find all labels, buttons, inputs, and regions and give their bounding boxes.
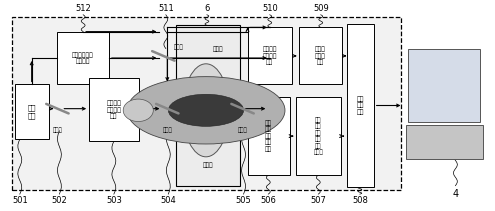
Text: 超快连续
成像空间
色散: 超快连续 成像空间 色散 [106,100,121,119]
Text: 510: 510 [262,4,278,13]
Text: 翻转镜: 翻转镜 [162,127,172,133]
FancyBboxPatch shape [296,97,341,175]
Text: 506: 506 [260,196,276,205]
FancyBboxPatch shape [15,84,49,139]
Text: 6: 6 [204,4,209,13]
Text: 507: 507 [310,196,326,205]
Text: 数字
图像
处理: 数字 图像 处理 [356,96,364,115]
Ellipse shape [123,99,153,122]
Ellipse shape [183,64,229,157]
Circle shape [127,77,285,144]
FancyBboxPatch shape [89,78,139,141]
FancyBboxPatch shape [12,17,401,190]
FancyBboxPatch shape [408,49,480,122]
Text: 超快
连续
成像
空间
色散: 超快 连续 成像 空间 色散 [265,120,272,152]
Text: 超快
连续
成像
时间
色散
及接收: 超快 连续 成像 时间 色散 及接收 [313,117,323,155]
Text: 飞秒
脉冲: 飞秒 脉冲 [27,105,36,119]
Text: 503: 503 [106,196,122,205]
Text: 501: 501 [12,196,28,205]
Text: 512: 512 [75,4,91,13]
Text: 视神经: 视神经 [202,162,213,168]
Text: 509: 509 [313,4,329,13]
FancyBboxPatch shape [346,24,374,187]
FancyBboxPatch shape [176,25,240,186]
Text: 翻转镜: 翻转镜 [238,127,248,133]
Text: 视网膜: 视网膜 [212,47,223,52]
FancyBboxPatch shape [299,27,342,84]
Text: 511: 511 [158,4,174,13]
Text: 505: 505 [236,196,251,205]
FancyBboxPatch shape [248,97,290,175]
Text: 翻转镜: 翻转镜 [52,127,62,133]
Text: 超快突发
成像空间
色散: 超快突发 成像空间 色散 [262,47,277,65]
FancyBboxPatch shape [406,125,483,159]
Text: 508: 508 [352,196,368,205]
FancyBboxPatch shape [248,27,292,84]
Text: 反射镜: 反射镜 [173,45,183,50]
Text: 504: 504 [160,196,176,205]
FancyBboxPatch shape [57,32,109,84]
Text: 超快突发成像
脉冲整形: 超快突发成像 脉冲整形 [72,52,94,64]
Text: 4: 4 [452,189,458,199]
Circle shape [168,94,244,126]
Text: 超快突
发成像
接收: 超快突 发成像 接收 [315,47,326,65]
Text: 502: 502 [51,196,67,205]
